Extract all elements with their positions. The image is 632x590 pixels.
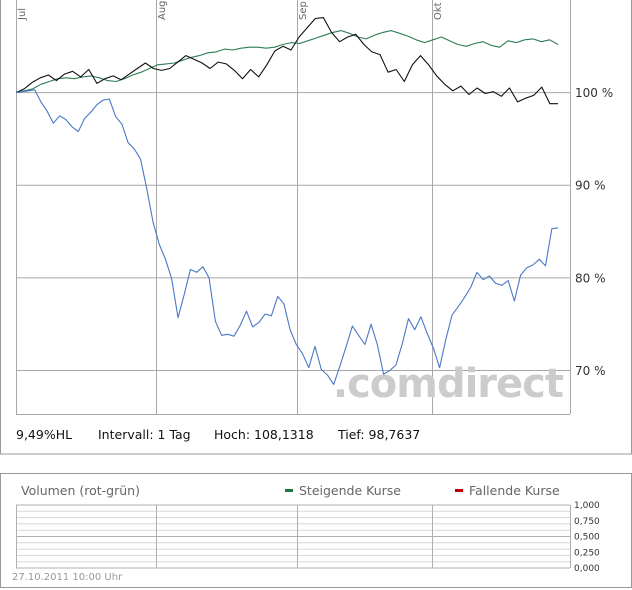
watermark-logo: .comdirect	[333, 361, 564, 407]
volume-y-tick-label: 1,000	[574, 501, 600, 511]
high-stat: Hoch: 108,1318	[214, 427, 314, 442]
volume-y-tick-label: 0,250	[574, 548, 600, 558]
low-stat: Tief: 98,7637	[338, 427, 421, 442]
watermark-layer: .comdirect	[333, 361, 565, 407]
x-tick-label: Okt	[433, 2, 444, 20]
volume-y-tick-label: 0,750	[574, 517, 600, 527]
rising-swatch-icon	[285, 489, 293, 492]
interval-stat: Intervall: 1 Tag	[98, 427, 191, 442]
legend-rising: Steigende Kurse	[285, 483, 401, 498]
volume-y-tick-label: 0,000	[574, 564, 600, 574]
hl-stat: 9,49%HL	[16, 427, 73, 442]
falling-swatch-icon	[455, 489, 463, 492]
timestamp: 27.10.2011 10:00 Uhr	[12, 572, 123, 583]
legend-rising-label: Steigende Kurse	[299, 483, 401, 498]
volume-plot-grid	[16, 504, 571, 569]
x-tick-label: Aug	[157, 0, 168, 20]
y-tick-label: 70 %	[575, 364, 606, 378]
volume-y-tick-labels: 1,000 0,750 0,500 0,250 0,000	[574, 501, 600, 574]
y-tick-label: 80 %	[575, 271, 606, 285]
series-line-1	[15, 30, 559, 94]
y-tick-label: 100 %	[575, 86, 613, 100]
y-tick-label: 90 %	[575, 179, 606, 193]
price-plot-grid	[16, 0, 571, 415]
stats-bar: 9,49%HL Intervall: 1 Tag Hoch: 108,1318 …	[0, 418, 632, 454]
series-line-2	[15, 17, 558, 105]
series-layer	[15, 17, 559, 385]
volume-title: Volumen (rot-grün)	[21, 483, 140, 498]
legend-falling: Fallende Kurse	[455, 483, 560, 498]
y-tick-labels: 70 % 80 % 90 % 100 %	[575, 86, 613, 378]
x-tick-label: Jul	[17, 8, 28, 21]
series-line-3	[15, 89, 559, 385]
x-tick-labels: Jul Aug Sep Okt	[17, 0, 444, 21]
legend-falling-label: Fallende Kurse	[469, 483, 560, 498]
x-tick-label: Sep	[298, 1, 309, 20]
volume-y-tick-label: 0,500	[574, 533, 600, 543]
